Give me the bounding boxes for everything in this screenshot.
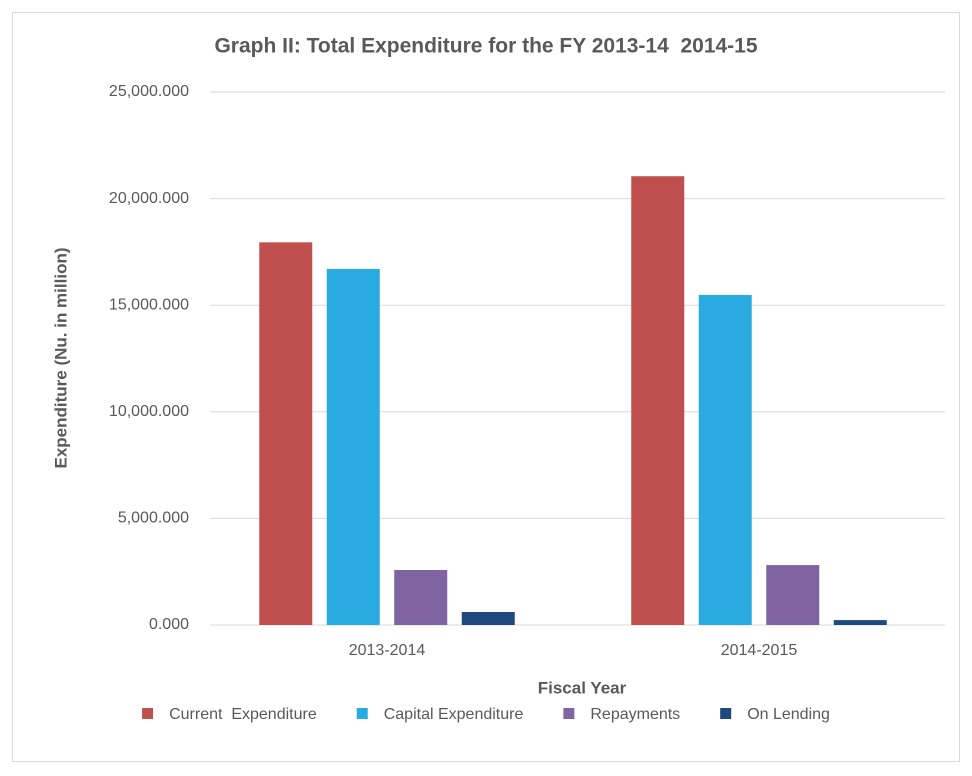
bar xyxy=(766,565,820,625)
bar xyxy=(326,268,380,625)
x-tick-label: 2013-2014 xyxy=(349,642,426,659)
bar xyxy=(631,176,685,626)
bar xyxy=(833,620,887,625)
bar xyxy=(394,569,448,625)
y-tick-label: 10,000.000 xyxy=(109,403,189,420)
legend-label: Current Expenditure xyxy=(169,706,317,723)
chart-border xyxy=(12,12,960,762)
bar xyxy=(698,294,752,625)
legend-swatch xyxy=(356,708,368,719)
y-tick-label: 15,000.000 xyxy=(109,296,189,313)
y-tick-label: 25,000.000 xyxy=(109,83,189,100)
bar xyxy=(259,242,313,625)
legend-swatch xyxy=(142,708,154,719)
y-tick-label: 0.000 xyxy=(149,616,189,633)
legend-label: Capital Expenditure xyxy=(384,706,524,723)
bar xyxy=(461,611,515,625)
chart-title: Graph II: Total Expenditure for the FY 2… xyxy=(214,35,757,58)
legend-label: Repayments xyxy=(590,706,680,723)
x-axis-label: Fiscal Year xyxy=(538,678,627,697)
y-axis-label: Expenditure (Nu. in million) xyxy=(51,248,70,469)
x-tick-label: 2014-2015 xyxy=(721,642,798,659)
legend-swatch xyxy=(563,708,575,719)
legend-swatch xyxy=(720,708,732,719)
y-tick-label: 20,000.000 xyxy=(109,190,189,207)
legend-label: On Lending xyxy=(747,706,830,723)
y-tick-label: 5,000.000 xyxy=(118,510,189,527)
